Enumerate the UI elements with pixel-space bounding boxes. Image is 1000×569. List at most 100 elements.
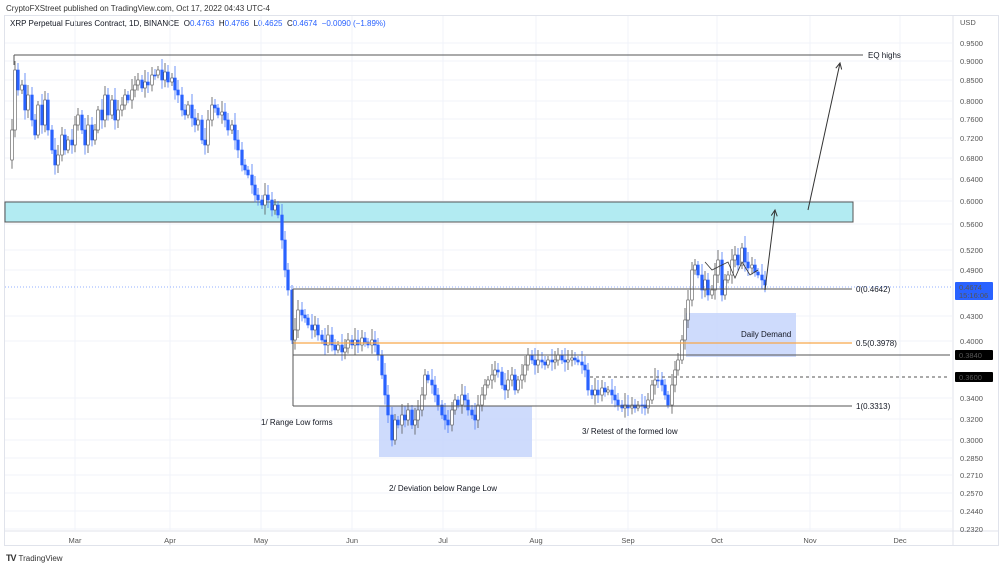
candle-body	[113, 99, 117, 121]
candle-body	[510, 374, 514, 381]
candle-body	[600, 387, 604, 396]
arrowhead-icon	[770, 208, 778, 217]
candle-body	[53, 149, 57, 166]
candle-body	[706, 279, 710, 296]
candle-body	[740, 247, 744, 266]
candle-body	[700, 274, 704, 291]
price-tick-label: 0.6800	[960, 154, 983, 163]
annotation-text: 3/ Retest of the formed low	[582, 427, 678, 436]
candle-body	[273, 204, 277, 211]
candle-body	[416, 409, 420, 421]
candle-body	[473, 414, 477, 421]
price-tag[interactable]	[955, 350, 993, 360]
candle-body	[173, 77, 177, 91]
candle-body	[80, 114, 84, 131]
candle-body	[233, 124, 237, 141]
candle-body	[166, 71, 170, 83]
candle-body	[450, 409, 454, 426]
candle-body	[403, 414, 407, 421]
candle-body	[710, 289, 714, 296]
candle-body	[16, 69, 20, 91]
time-tick-label: Sep	[621, 536, 634, 545]
time-tick-label: Jun	[346, 536, 358, 545]
candle-body	[493, 369, 497, 376]
candle-body	[570, 357, 574, 361]
candle-body	[566, 359, 570, 363]
candle-body	[513, 374, 517, 391]
change-value: −0.0090 (−1.89%)	[321, 19, 386, 28]
candle-body	[360, 337, 364, 346]
candle-body	[756, 271, 760, 276]
candle-body	[236, 139, 240, 151]
candle-body	[533, 359, 537, 366]
candle-body	[540, 359, 544, 363]
candle-body	[390, 414, 394, 441]
price-tag[interactable]	[955, 282, 993, 300]
candle-body	[276, 204, 280, 216]
candle-body	[240, 149, 244, 166]
annotation-text: 1/ Range Low forms	[261, 418, 333, 427]
candle-body	[676, 359, 680, 371]
candle-body	[293, 329, 297, 341]
annotation-text: 2/ Deviation below Range Low	[389, 484, 497, 493]
price-tick-label: 0.9000	[960, 57, 983, 66]
candle-body	[420, 394, 424, 411]
price-tick-label: 0.8000	[960, 97, 983, 106]
candle-body	[423, 374, 427, 396]
price-tick-label: 0.4900	[960, 266, 983, 275]
candle-body	[526, 354, 530, 366]
candle-body	[746, 261, 750, 269]
tradingview-footer[interactable]: TV TradingView	[6, 553, 63, 563]
candle-body	[340, 344, 344, 353]
symbol-legend: XRP Perpetual Futures Contract, 1D, BINA…	[10, 19, 386, 28]
candle-body	[126, 94, 130, 101]
arrowhead-icon	[835, 61, 843, 70]
currency-label: USD	[960, 18, 976, 27]
candle-body	[243, 164, 247, 171]
candle-body	[686, 299, 690, 321]
time-tick-label: Oct	[711, 536, 724, 545]
candle-body	[146, 81, 150, 86]
candle-body	[296, 309, 300, 331]
price-tag[interactable]	[955, 372, 993, 382]
candle-body	[500, 371, 504, 386]
candle-body	[616, 399, 620, 406]
daily-demand	[686, 313, 796, 357]
candle-body	[300, 309, 304, 316]
price-tag-label: 0.4674	[959, 283, 982, 292]
projection-arrow	[807, 62, 841, 211]
candle-body	[466, 399, 470, 411]
price-tick-label: 0.7600	[960, 115, 983, 124]
candle-body	[670, 384, 674, 406]
candle-body	[213, 104, 217, 109]
candle-body	[476, 404, 480, 421]
candle-body	[406, 409, 410, 421]
price-tick-label: 0.5600	[960, 220, 983, 229]
candle-body	[603, 387, 607, 393]
candle-body	[606, 389, 610, 393]
candle-body	[153, 74, 157, 77]
candle-body	[560, 354, 564, 361]
projection-arrow	[764, 209, 776, 291]
candle-body	[216, 107, 220, 116]
candle-body	[426, 374, 430, 381]
candle-body	[266, 194, 270, 201]
candle-body	[86, 124, 90, 146]
candle-body	[650, 384, 654, 401]
level-label: EQ highs	[868, 51, 901, 60]
price-tick-label: 0.3000	[960, 436, 983, 445]
countdown-label: 15:16:06	[959, 291, 988, 300]
candle-body	[96, 109, 100, 131]
candle-body	[490, 374, 494, 381]
candle-body	[200, 119, 204, 141]
candle-body	[660, 379, 664, 386]
candle-body	[220, 111, 224, 116]
level-label: 0(0.4642)	[856, 285, 891, 294]
candle-body	[130, 89, 134, 101]
high-value: 0.4766	[224, 19, 250, 28]
candle-body	[106, 94, 110, 116]
price-tick-label: 0.3200	[960, 415, 983, 424]
candle-body	[410, 409, 414, 426]
candle-body	[180, 94, 184, 111]
